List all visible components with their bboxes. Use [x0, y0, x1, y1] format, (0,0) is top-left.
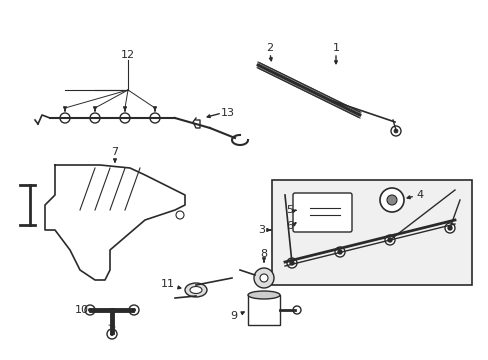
- Circle shape: [85, 305, 95, 315]
- Circle shape: [88, 308, 92, 312]
- Text: 7: 7: [111, 147, 118, 157]
- Circle shape: [260, 274, 267, 282]
- Text: 6: 6: [286, 221, 293, 231]
- Circle shape: [253, 268, 273, 288]
- Text: 2: 2: [266, 43, 273, 53]
- Circle shape: [444, 223, 454, 233]
- Ellipse shape: [184, 283, 206, 297]
- Text: 9: 9: [230, 311, 237, 321]
- Circle shape: [393, 129, 397, 133]
- Circle shape: [337, 250, 341, 254]
- Circle shape: [286, 258, 296, 268]
- Text: 11: 11: [161, 279, 175, 289]
- Bar: [247, 295, 280, 325]
- Text: 12: 12: [121, 50, 135, 60]
- Text: 3: 3: [258, 225, 265, 235]
- Circle shape: [379, 188, 403, 212]
- Text: 1: 1: [332, 43, 339, 53]
- Circle shape: [384, 235, 394, 245]
- Circle shape: [334, 247, 345, 257]
- Text: 4: 4: [416, 190, 423, 200]
- FancyBboxPatch shape: [292, 193, 351, 232]
- Circle shape: [289, 261, 293, 265]
- Circle shape: [110, 332, 114, 336]
- Ellipse shape: [247, 291, 280, 299]
- Circle shape: [387, 238, 391, 242]
- Circle shape: [386, 195, 396, 205]
- Text: 8: 8: [260, 249, 267, 259]
- Circle shape: [292, 306, 301, 314]
- Circle shape: [107, 329, 117, 339]
- Text: 5: 5: [286, 205, 293, 215]
- Circle shape: [447, 226, 451, 230]
- Ellipse shape: [190, 287, 202, 293]
- Circle shape: [129, 305, 139, 315]
- Text: 13: 13: [221, 108, 235, 118]
- Text: 10: 10: [75, 305, 89, 315]
- Bar: [271, 180, 471, 285]
- Circle shape: [132, 308, 136, 312]
